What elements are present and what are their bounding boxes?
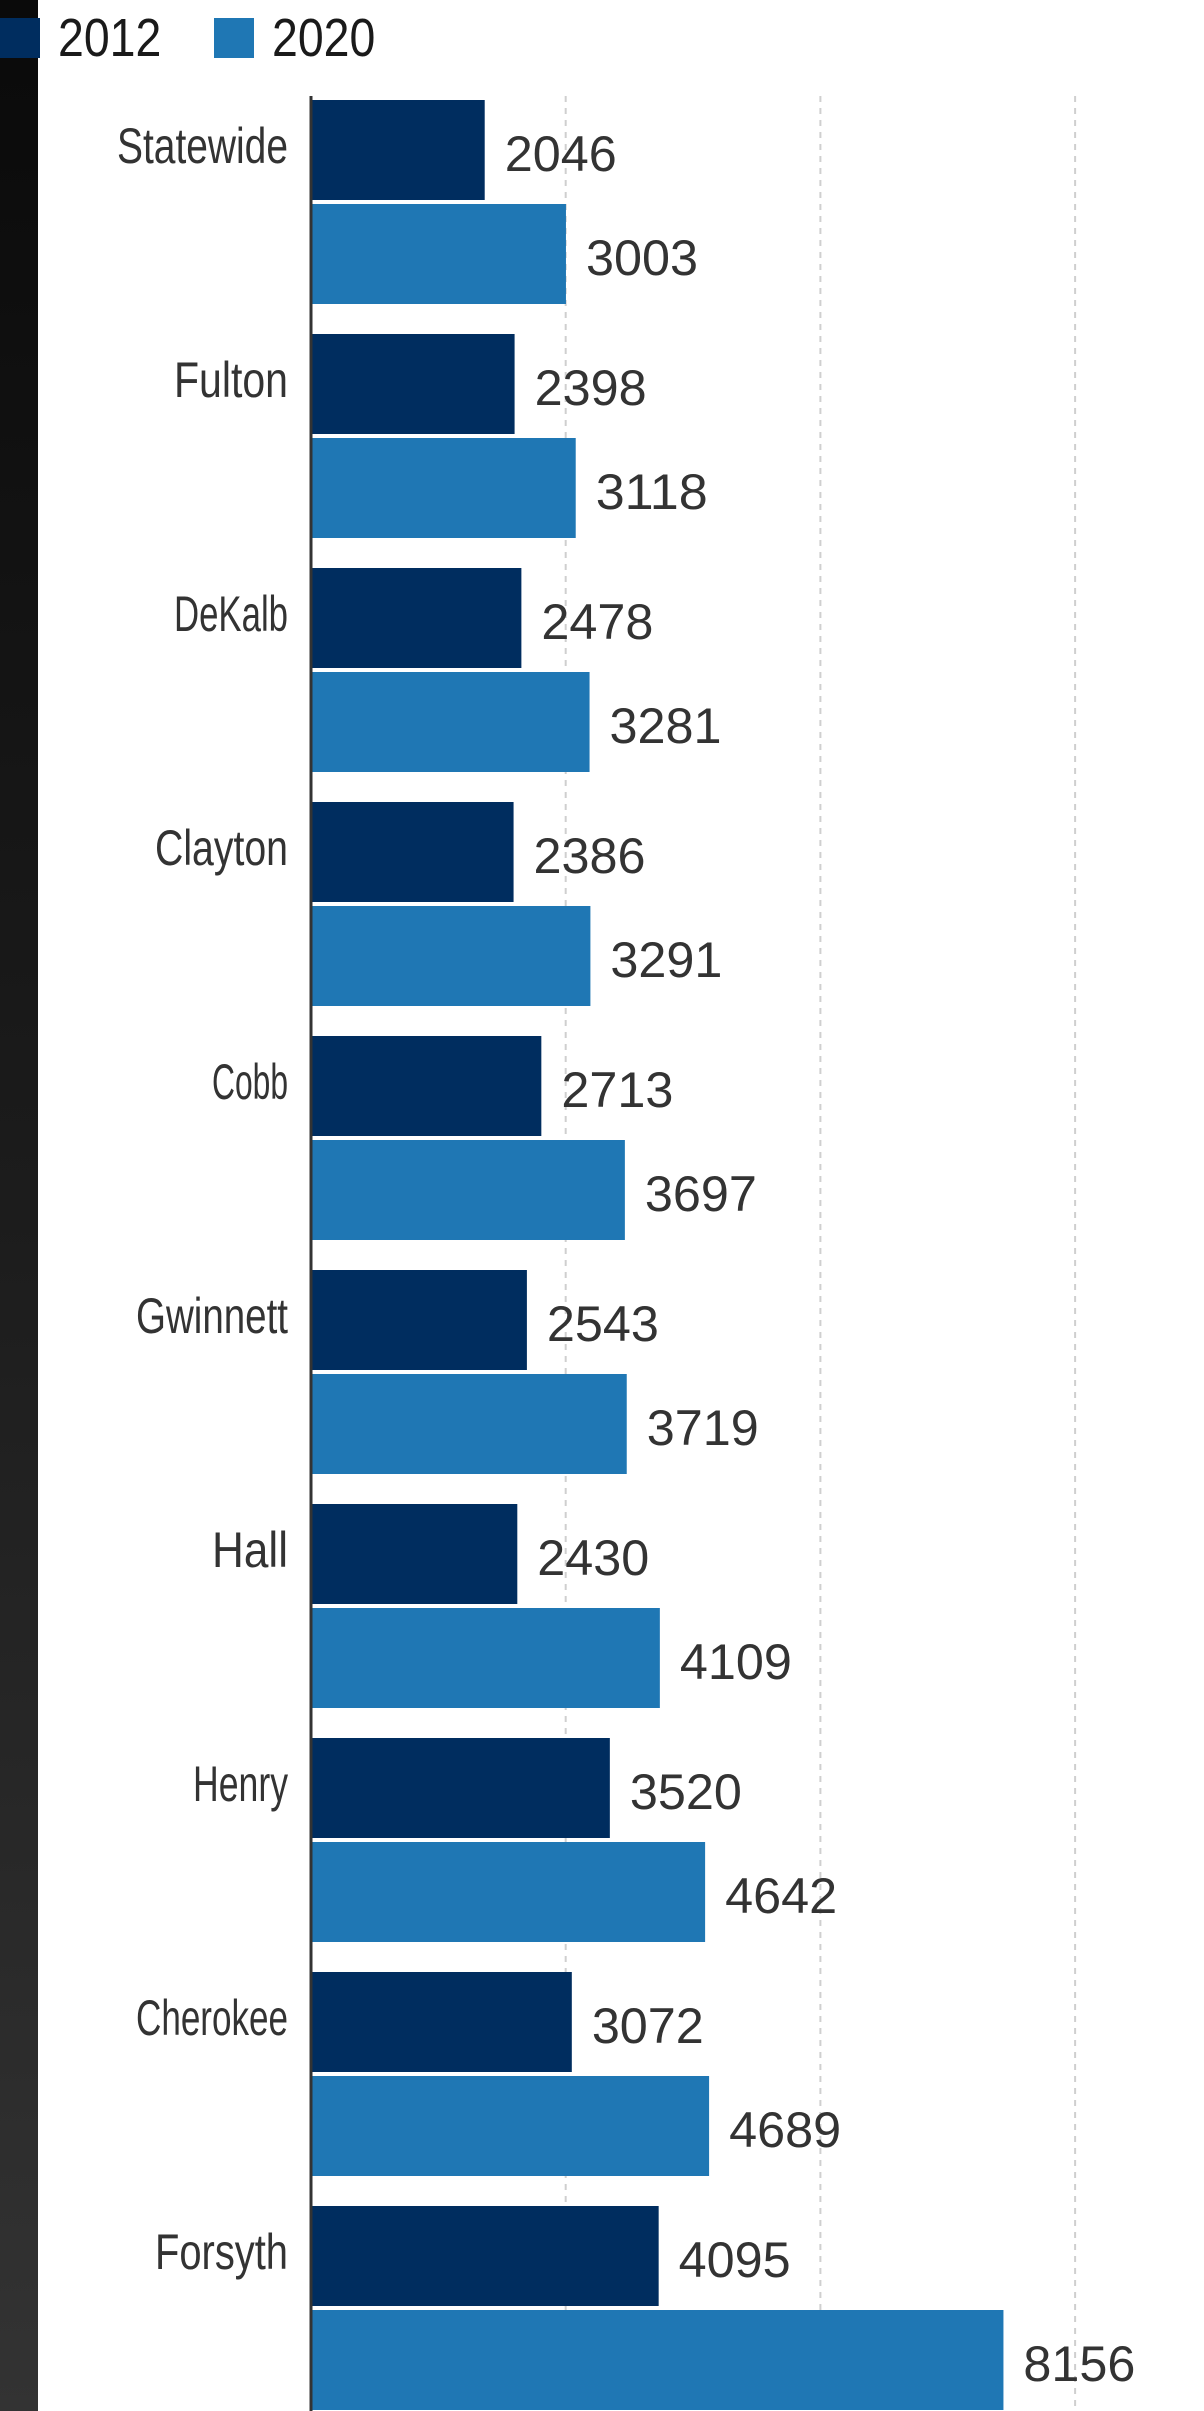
bar-2020	[311, 672, 590, 772]
value-label: 4109	[680, 1634, 792, 1690]
value-label: 2386	[534, 828, 646, 884]
value-label: 3719	[647, 1400, 759, 1456]
bar-2012	[311, 2206, 659, 2306]
category-label: DeKalb	[174, 586, 288, 642]
legend: 2012 2020	[0, 0, 428, 76]
bar-2020	[311, 204, 566, 304]
value-label: 3118	[596, 464, 708, 520]
category-label: Clayton	[155, 820, 288, 876]
value-label: 2478	[541, 594, 653, 650]
bar-2012	[311, 1036, 542, 1136]
value-label: 4642	[725, 1868, 837, 1924]
legend-label-2020: 2020	[272, 8, 376, 68]
value-label: 3697	[645, 1166, 757, 1222]
value-label: 4095	[679, 2232, 791, 2288]
bar-2020	[311, 906, 591, 1006]
category-label: Henry	[193, 1756, 288, 1812]
category-label: Cobb	[212, 1054, 288, 1110]
bar-2020	[311, 2310, 1004, 2410]
category-label: Hall	[212, 1522, 288, 1578]
bar-2020	[311, 1608, 660, 1708]
legend-label-2012: 2012	[58, 8, 162, 68]
bar-2012	[311, 334, 515, 434]
bar-2020	[311, 1374, 627, 1474]
bar-2012	[311, 568, 522, 668]
value-label: 3291	[610, 932, 722, 988]
bar-2020	[311, 1842, 706, 1942]
bar-2020	[311, 1140, 625, 1240]
category-label: Cherokee	[136, 1990, 288, 2046]
bar-2012	[311, 100, 485, 200]
value-label: 3520	[630, 1764, 742, 1820]
bar-2020	[311, 438, 576, 538]
value-label: 3281	[610, 698, 722, 754]
category-label: Gwinnett	[136, 1288, 288, 1344]
value-label: 3072	[592, 1998, 704, 2054]
bar-2012	[311, 802, 514, 902]
value-label: 2713	[561, 1062, 673, 1118]
value-label: 8156	[1023, 2336, 1135, 2392]
left-edge-strip	[0, 0, 38, 2411]
value-label: 2430	[537, 1530, 649, 1586]
value-label: 2398	[535, 360, 647, 416]
legend-swatch-2020	[214, 18, 255, 58]
category-label: Forsyth	[155, 2224, 288, 2280]
bar-2020	[311, 2076, 710, 2176]
legend-swatch-2012	[0, 18, 40, 58]
bar-2012	[311, 1738, 610, 1838]
bar-2012	[311, 1504, 518, 1604]
category-label: Statewide	[117, 118, 288, 174]
value-label: 4689	[729, 2102, 841, 2158]
value-label: 2046	[505, 126, 617, 182]
value-label: 2543	[547, 1296, 659, 1352]
bar-2012	[311, 1270, 527, 1370]
legend-item-2012: 2012	[0, 7, 178, 69]
value-label: 3003	[586, 230, 698, 286]
bar-2012	[311, 1972, 572, 2072]
category-label: Fulton	[174, 352, 288, 408]
legend-item-2020: 2020	[214, 7, 392, 69]
